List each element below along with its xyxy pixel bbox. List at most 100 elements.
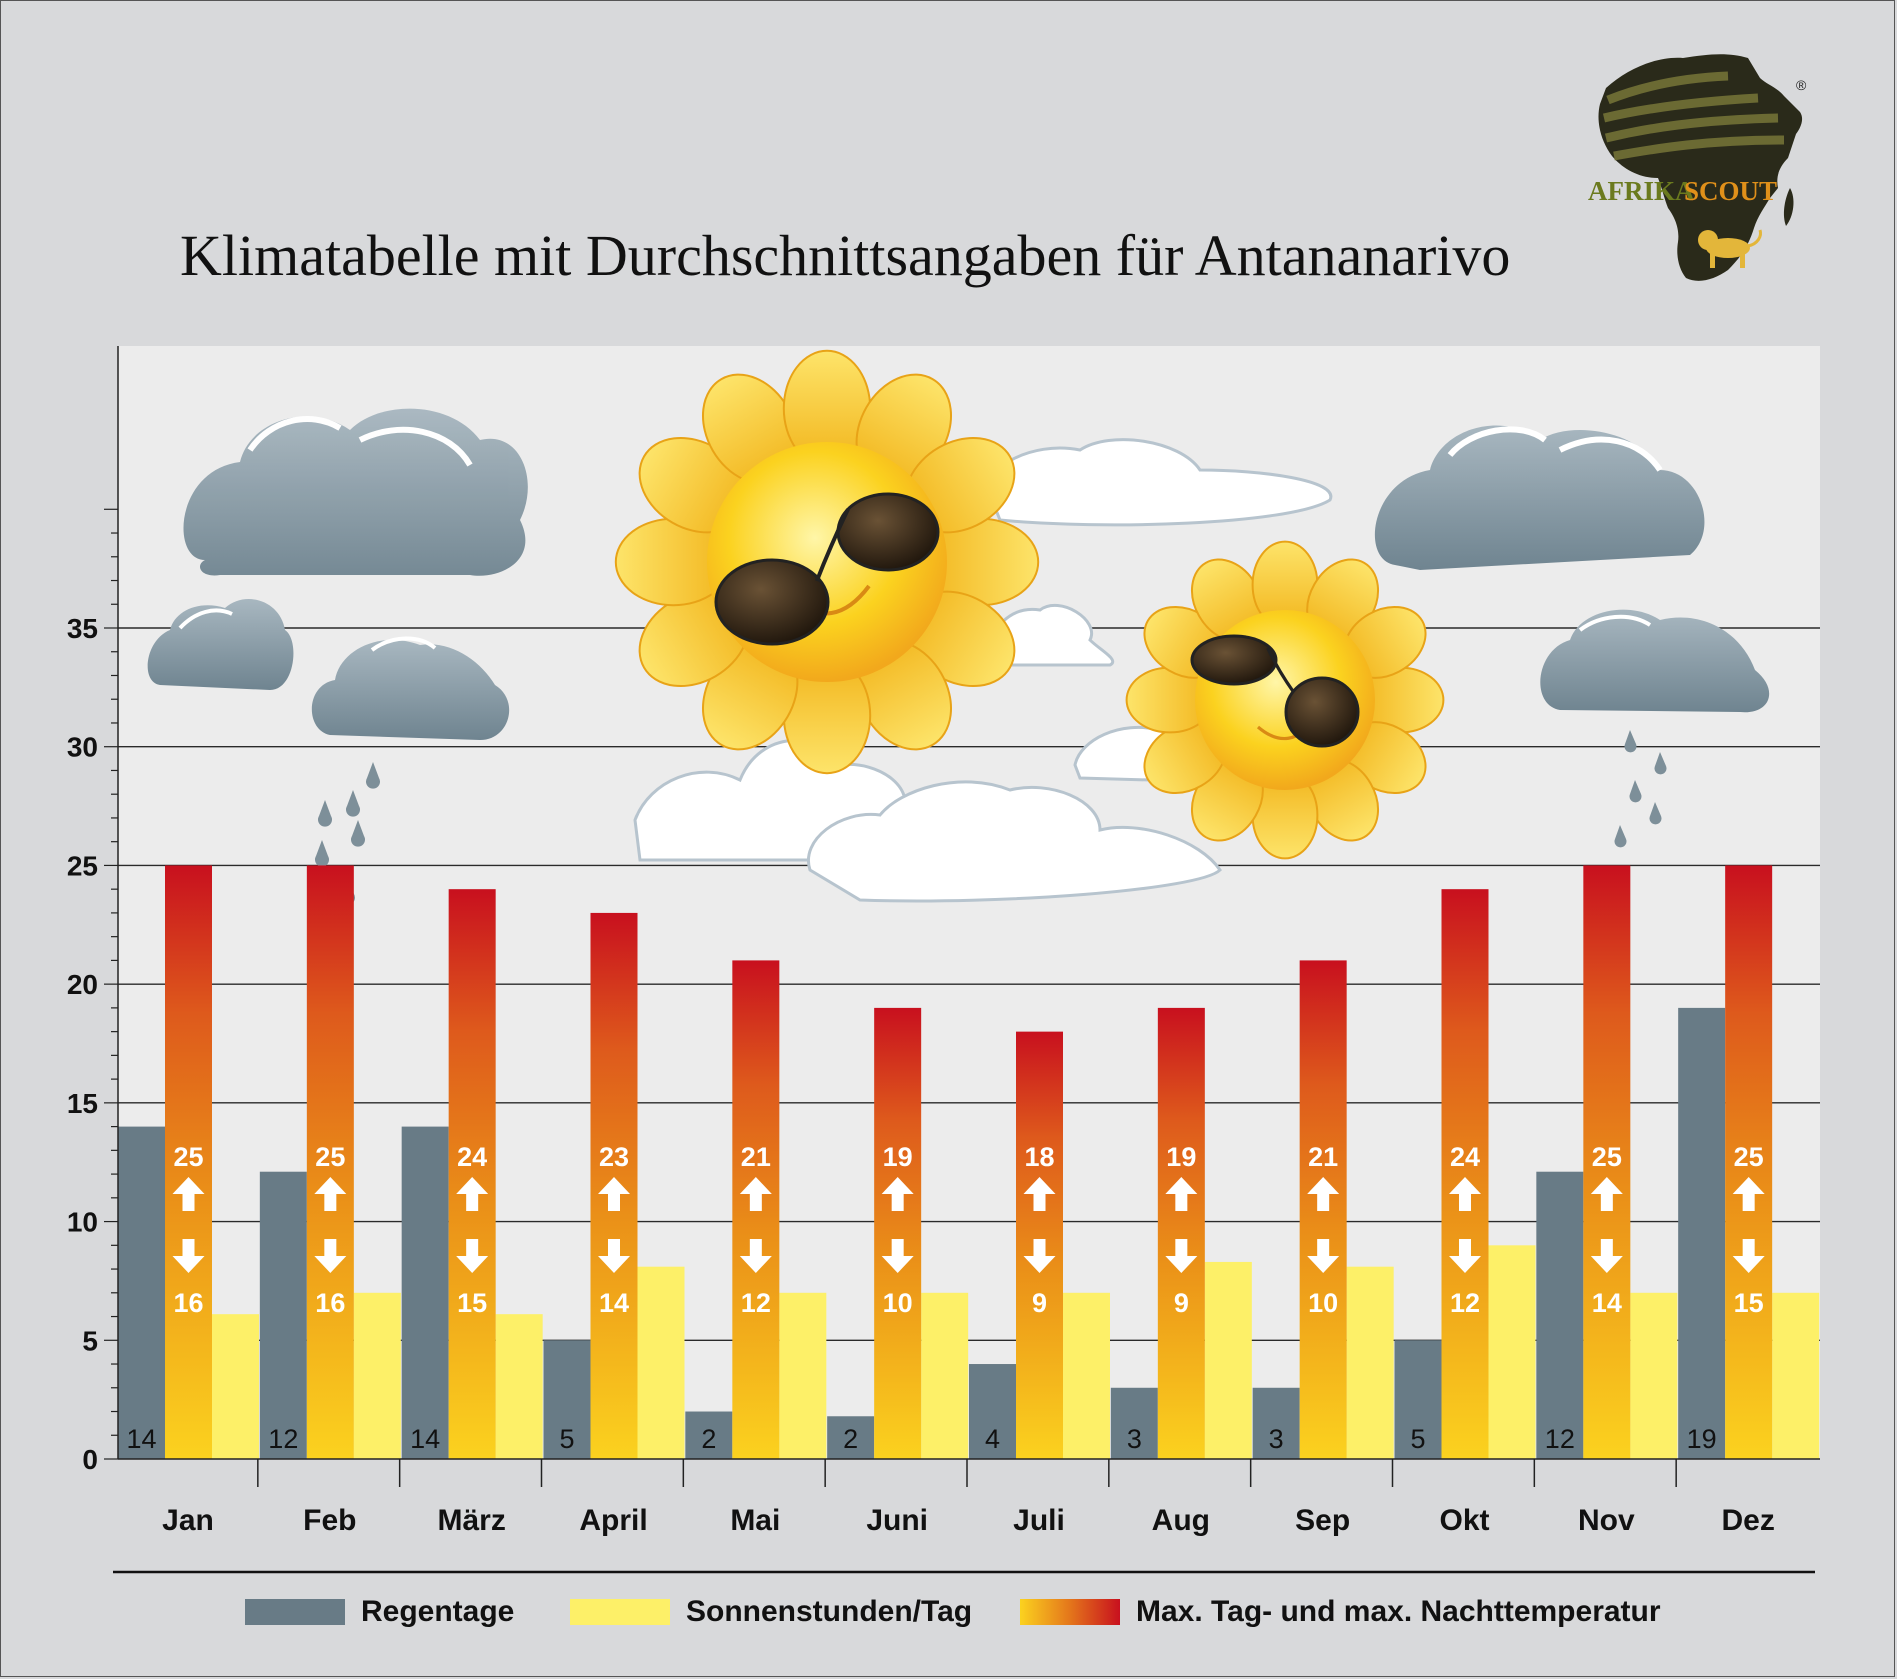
y-tick-label: 10 [67,1207,98,1238]
climate-chart: 1425161225161424155231422112219104189319… [67,346,1820,1574]
max-night-label: 16 [173,1288,203,1318]
arrow-down-icon [1307,1239,1340,1273]
afrikascout-logo: ® AFRIKA SCOUT [1588,54,1807,281]
bar-regentage [1110,1387,1158,1459]
svg-text:SCOUT: SCOUT [1684,176,1777,206]
arrow-up-icon [456,1177,489,1211]
x-tick-label: März [437,1504,505,1537]
bar-sonnenstunden [353,1292,401,1459]
arrow-down-icon [1165,1239,1198,1273]
x-axis: Jan Feb März April Mai Juni Juli Aug Sep Okt Nov De… [118,1458,1820,1537]
x-tick-label: Jan [162,1504,214,1537]
bar-sonnenstunden [212,1314,259,1459]
rain-value-label: 19 [1687,1424,1717,1454]
sunglasses-lens [1190,634,1278,686]
bar-regentage [685,1411,733,1459]
bar-sonnenstunden [1063,1292,1110,1459]
legend-item-temp: Max. Tag- und max. Nachttemperatur [1020,1595,1661,1629]
arrow-down-icon [881,1239,914,1273]
arrow-up-icon [1023,1177,1056,1211]
legend: Regentage Sonnenstunden/Tag Max. Tag- un… [0,1595,1897,1655]
x-tick-label: Juli [1013,1504,1065,1537]
bar-regentage [1394,1340,1442,1459]
legend-swatch-sun [570,1599,670,1625]
max-day-label: 19 [1166,1142,1196,1172]
arrow-up-icon [1165,1177,1198,1211]
bar-temperatur [1441,889,1489,1459]
x-tick-label: Mai [730,1504,780,1537]
arrow-up-icon [1590,1177,1623,1211]
svg-text:®: ® [1796,77,1807,93]
arrow-down-icon [598,1239,630,1273]
max-day-label: 25 [1734,1142,1764,1172]
cloud-icon [147,599,294,690]
bar-regentage [118,1126,165,1459]
y-axis: 0 5 10 15 20 25 30 35 [67,346,119,1475]
arrow-down-icon [1590,1239,1623,1273]
arrow-up-icon [1307,1177,1340,1211]
sunglasses-bridge [814,508,850,582]
bar-regentage [543,1340,591,1459]
bar-temperatur [1157,1007,1205,1459]
y-tick-label: 30 [67,732,98,763]
max-night-label: 14 [1592,1288,1622,1318]
rain-value-label: 2 [843,1424,858,1454]
bar-temperatur [306,865,354,1459]
decoration [147,349,1770,905]
max-day-label: 21 [741,1142,771,1172]
legend-item-rain: Regentage [245,1595,514,1629]
cloud-icon [311,636,510,740]
bar-temperatur [874,1007,922,1459]
y-tick-label: 15 [67,1088,98,1119]
cloud-icon [1374,425,1705,570]
arrow-down-icon [1023,1239,1056,1273]
legend-swatch-rain [245,1599,345,1625]
rain-value-label: 3 [1127,1424,1142,1454]
x-tick-label: Nov [1578,1504,1635,1537]
svg-text:AFRIKA: AFRIKA [1588,176,1695,206]
rain-value-label: 12 [1545,1424,1575,1454]
arrow-up-icon [881,1177,914,1211]
bar-sonnenstunden [637,1266,685,1459]
rain-value-label: 14 [410,1424,440,1454]
max-day-label: 25 [1592,1142,1622,1172]
bar-regentage [1252,1387,1300,1459]
rain-value-label: 2 [701,1424,716,1454]
rain-value-label: 14 [126,1424,156,1454]
max-day-label: 24 [457,1142,487,1172]
cloud-icon [1540,609,1770,713]
legend-label-temp: Max. Tag- und max. Nachttemperatur [1136,1595,1661,1628]
bars: 1425161225161424155231422112219104189319… [118,865,1820,1459]
sunglasses-lens [836,492,940,572]
max-day-label: 25 [315,1142,345,1172]
sunglasses-bridge [1266,647,1295,693]
sun-icon [1125,540,1445,860]
rain-value-label: 12 [268,1424,298,1454]
legend-label-rain: Regentage [361,1595,515,1628]
bar-temperatur [165,865,212,1459]
bar-sonnenstunden [921,1292,969,1459]
rain-value-label: 5 [559,1424,574,1454]
arrow-up-icon [739,1177,772,1211]
max-night-label: 15 [457,1288,487,1318]
max-day-label: 18 [1024,1142,1054,1172]
bar-sonnenstunden [779,1292,827,1459]
max-night-label: 9 [1032,1288,1047,1318]
bar-sonnenstunden [1346,1266,1394,1459]
rain-value-label: 5 [1410,1424,1425,1454]
bar-temperatur [1725,865,1773,1459]
bar-sonnenstunden [1204,1261,1252,1459]
chart-title: Klimatabelle mit Durchschnittsangaben fü… [180,223,1511,288]
x-tick-label: Feb [303,1504,356,1537]
rain-value-label: 4 [985,1424,1000,1454]
legend-label-sun: Sonnenstunden/Tag [686,1595,973,1628]
bar-regentage [827,1416,875,1459]
sunglasses-lens [1284,676,1360,748]
max-day-label: 21 [1308,1142,1338,1172]
x-tick-label: Juni [866,1504,928,1537]
arrow-up-icon [172,1177,205,1211]
arrow-up-icon [1449,1177,1481,1211]
bar-sonnenstunden [1488,1245,1536,1459]
max-day-label: 19 [883,1142,913,1172]
